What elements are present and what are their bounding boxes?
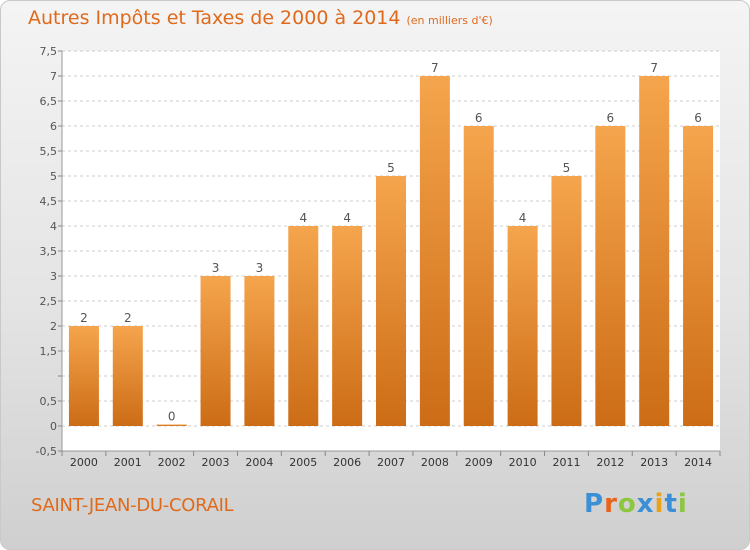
bar [551,176,582,426]
y-tick-label: 6,5 [40,95,58,108]
brand-letter: x [636,489,655,519]
y-tick-labels: -0,5 0 0,5 1,5 2 2,5 3 3,5 4 4,5 5 5,5 6 6,5 7 7,5 [36,45,57,458]
bar [332,226,363,426]
y-tick-label: 6 [50,120,57,133]
x-tick-label: 2010 [509,456,537,469]
value-label: 5 [563,161,571,175]
y-tick-label: 3 [50,270,57,283]
value-label: 0 [168,410,176,424]
y-tick-label: 5 [50,170,57,183]
bar [288,226,319,426]
x-tick-label: 2012 [596,456,624,469]
brand-logo: Proxiti [584,489,688,519]
x-tick-label: 2000 [70,456,98,469]
y-tick-label: 0 [50,420,57,433]
bar [683,126,714,426]
value-label: 7 [431,61,439,75]
value-label: 6 [607,111,615,125]
x-tick-label: 2008 [421,456,449,469]
bar [244,276,275,426]
value-label: 6 [694,111,702,125]
x-tick-label: 2004 [245,456,273,469]
value-label: 7 [650,61,658,75]
x-tick-label: 2014 [684,456,712,469]
bar [595,126,626,426]
bar [463,126,494,426]
value-label: 3 [256,261,264,275]
brand-letter: o [617,489,637,519]
value-label: 3 [212,261,220,275]
bar [419,76,450,426]
x-tick-label: 2013 [640,456,668,469]
y-tick-label: 4,5 [40,195,58,208]
x-tick-label: 2003 [202,456,230,469]
bar [200,276,231,426]
bar [112,326,143,426]
brand-letter: t [664,489,678,519]
y-tick-label: 2 [50,320,57,333]
value-label: 6 [475,111,483,125]
x-tick-label: 2002 [158,456,186,469]
bar [376,176,406,426]
y-tick-label: -0,5 [36,445,57,458]
brand-letter: r [604,489,618,519]
value-label: 2 [80,311,88,325]
x-tick-label: 2005 [289,456,317,469]
chart-title-row: Autres Impôts et Taxes de 2000 à 2014 (en… [28,7,493,29]
bar [639,76,670,426]
y-tick-label: 3,5 [40,245,58,258]
x-tick-label: 2006 [333,456,361,469]
value-label: 4 [519,211,527,225]
bar [507,226,538,426]
y-tick-label: 1,5 [40,345,58,358]
x-tick-label: 2009 [465,456,493,469]
x-tick-label: 2007 [377,456,405,469]
brand-letter: P [584,489,605,519]
value-label: 4 [299,211,307,225]
y-tick-label: 7 [50,70,57,83]
axes [58,50,721,456]
chart-title: Autres Impôts et Taxes de 2000 à 2014 [28,7,401,29]
bar [156,424,187,426]
chart-unit-note: (en milliers d'€) [406,14,493,27]
brand-letter: i [677,489,688,519]
commune-name: SAINT-JEAN-DU-CORAIL [31,495,234,516]
value-label: 4 [343,211,351,225]
y-tick-label: 5,5 [40,145,58,158]
y-tick-label: 4 [50,220,57,233]
y-tick-label: 2,5 [40,295,58,308]
value-label: 2 [124,311,132,325]
brand-letter: i [654,489,665,519]
value-labels: 2 2 0 3 3 4 4 5 7 6 4 5 6 7 6 [80,61,702,424]
y-tick-label: 0,5 [40,395,58,408]
y-tick-label: 7,5 [40,45,58,58]
x-tick-label: 2011 [552,456,580,469]
value-label: 5 [387,161,395,175]
x-tick-labels: 2000 2001 2002 2003 2004 2005 2006 2007 2008 2009… [70,456,712,469]
bars [68,76,714,426]
x-tick-label: 2001 [114,456,142,469]
bar [68,326,99,426]
